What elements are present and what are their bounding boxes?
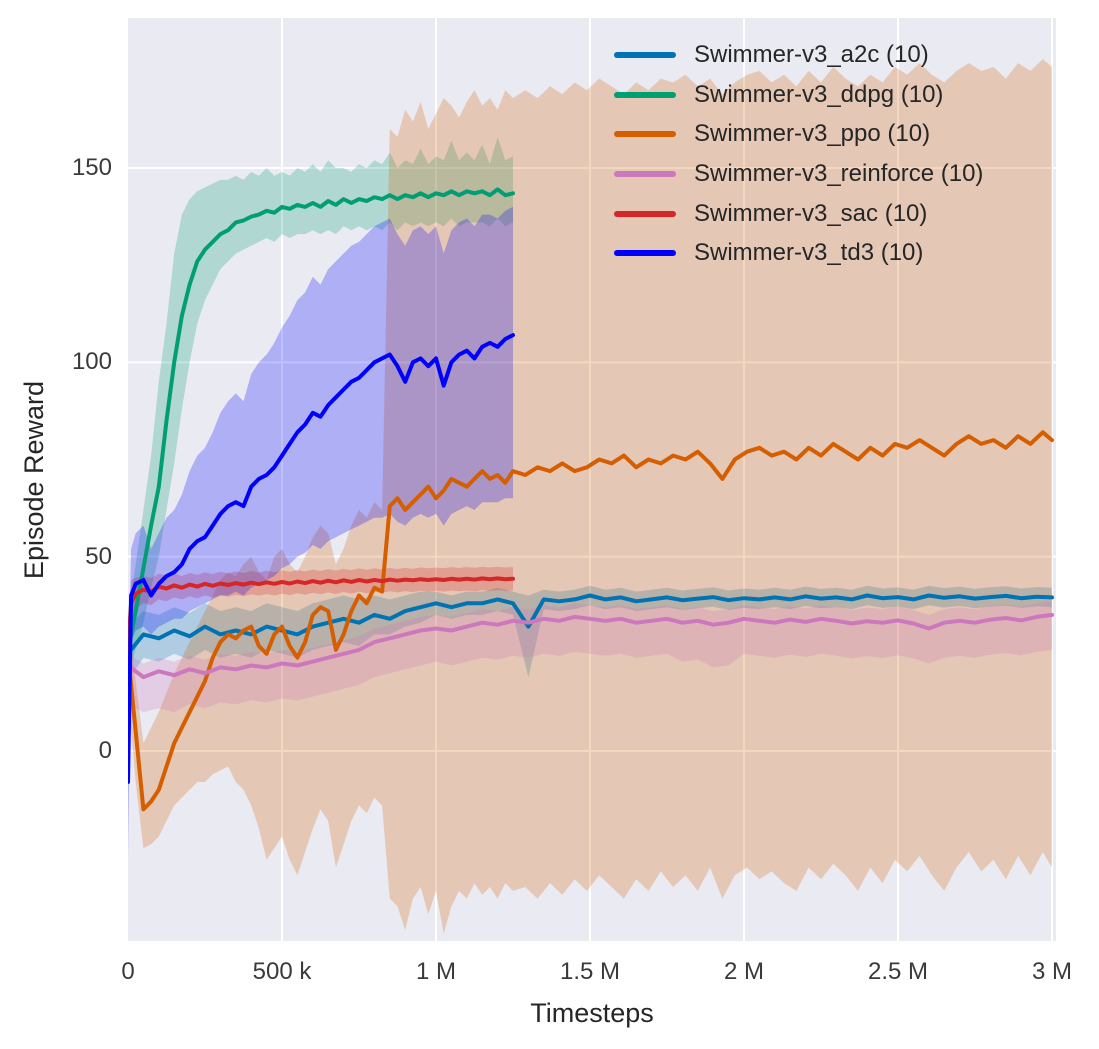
confidence-band-5 [128,206,513,856]
series-line-4 [128,576,515,652]
y-tick-label: 100 [71,348,112,376]
x-tick-label: 2 M [723,958,764,985]
legend-line-swatch [614,250,676,257]
plot-area [128,18,1056,941]
legend-item: Swimmer-v3_ppo (10) [614,114,983,154]
legend-item-label: Swimmer-v3_ddpg (10) [694,80,944,108]
legend: Swimmer-v3_a2c (10) Swimmer-v3_ddpg (10)… [614,35,983,273]
legend-line-swatch [614,91,676,98]
legend-item: Swimmer-v3_reinforce (10) [614,154,983,194]
y-tick-label: 150 [71,154,112,181]
legend-item-label: Swimmer-v3_ppo (10) [694,120,931,148]
confidence-band-4 [128,566,513,674]
legend-line-swatch [614,170,676,177]
legend-item-label: Swimmer-v3_reinforce (10) [694,159,984,187]
series-line-5 [128,333,515,784]
confidence-band-2 [128,59,1052,934]
legend-line-swatch [614,131,676,138]
series-line-2 [128,430,1054,812]
x-tick-label: 3 M [1031,958,1072,985]
x-axis-title: Timesteps [530,998,654,1028]
legend-item: Swimmer-v3_sac (10) [614,194,983,234]
legend-item: Swimmer-v3_a2c (10) [614,35,983,75]
y-tick-label: 50 [85,542,112,570]
legend-line-swatch [614,51,676,58]
legend-line-swatch [614,210,676,217]
x-tick-label: 500 k [252,958,312,985]
series-line-3 [128,612,1054,680]
x-tick-label: 1.5 M [559,958,620,985]
legend-item-label: Swimmer-v3_a2c (10) [694,40,929,68]
legend-item-label: Swimmer-v3_sac (10) [694,199,928,227]
series-line-1 [128,187,515,652]
y-axis-title: Episode Reward [19,380,49,580]
confidence-band-3 [128,601,1052,713]
x-tick-label: 2.5 M [867,958,928,985]
chart-svg [128,18,1056,941]
x-tick-label: 1 M [415,958,456,985]
x-tick-label: 0 [121,958,135,985]
y-tick-label: 0 [98,736,112,764]
legend-item-label: Swimmer-v3_td3 (10) [694,239,924,267]
legend-item: Swimmer-v3_ddpg (10) [614,75,983,115]
confidence-band-0 [128,585,1052,681]
legend-item: Swimmer-v3_td3 (10) [614,233,983,273]
